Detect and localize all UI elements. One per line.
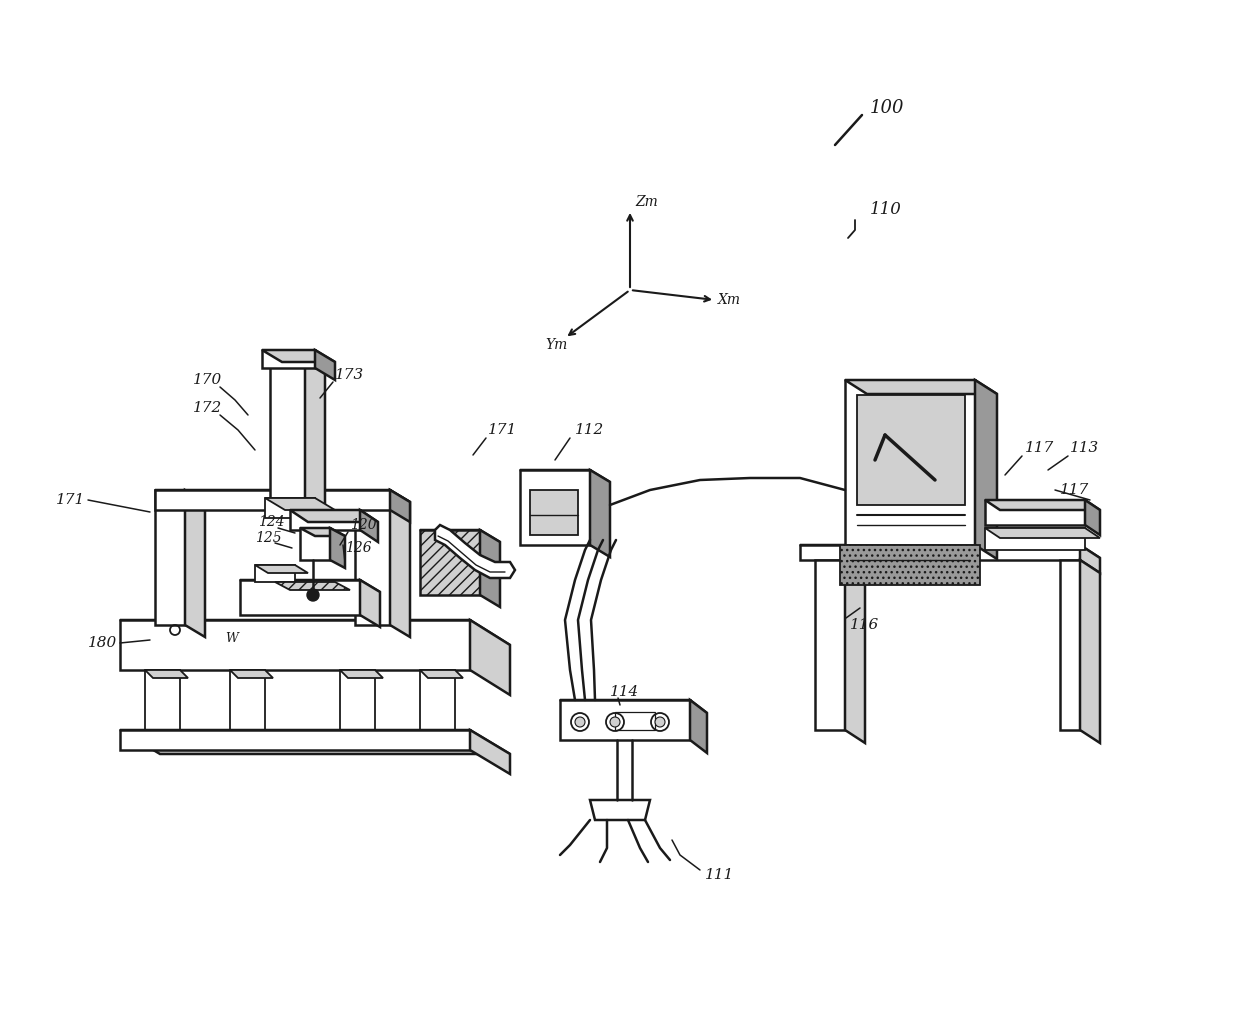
Polygon shape bbox=[155, 490, 391, 510]
Circle shape bbox=[575, 717, 585, 727]
Polygon shape bbox=[857, 395, 965, 505]
Polygon shape bbox=[1080, 560, 1100, 743]
Polygon shape bbox=[420, 530, 480, 595]
Polygon shape bbox=[590, 470, 610, 557]
Circle shape bbox=[308, 589, 319, 601]
Polygon shape bbox=[520, 470, 590, 545]
Polygon shape bbox=[800, 545, 1080, 560]
Polygon shape bbox=[800, 545, 1100, 558]
Polygon shape bbox=[145, 670, 180, 730]
Text: 114: 114 bbox=[610, 685, 640, 699]
Text: 116: 116 bbox=[849, 618, 879, 632]
Polygon shape bbox=[985, 499, 1100, 510]
Polygon shape bbox=[529, 490, 578, 535]
Polygon shape bbox=[340, 670, 374, 730]
Text: 180: 180 bbox=[88, 636, 118, 650]
Polygon shape bbox=[689, 700, 707, 753]
Polygon shape bbox=[120, 730, 470, 750]
Polygon shape bbox=[241, 580, 379, 592]
Text: 173: 173 bbox=[335, 368, 365, 382]
Text: 124: 124 bbox=[258, 515, 285, 529]
Polygon shape bbox=[435, 525, 515, 578]
Polygon shape bbox=[262, 350, 335, 362]
Polygon shape bbox=[120, 620, 510, 645]
Polygon shape bbox=[360, 580, 379, 627]
Text: 171: 171 bbox=[56, 493, 86, 507]
Polygon shape bbox=[290, 510, 378, 522]
Polygon shape bbox=[420, 670, 463, 678]
Polygon shape bbox=[340, 670, 383, 678]
Polygon shape bbox=[420, 530, 500, 542]
Polygon shape bbox=[839, 545, 980, 585]
Polygon shape bbox=[975, 380, 997, 559]
Polygon shape bbox=[391, 490, 410, 522]
Polygon shape bbox=[305, 360, 325, 512]
Polygon shape bbox=[470, 620, 510, 695]
Polygon shape bbox=[155, 490, 410, 502]
Text: 171: 171 bbox=[489, 423, 517, 437]
Polygon shape bbox=[300, 528, 330, 560]
Polygon shape bbox=[1060, 560, 1080, 730]
Polygon shape bbox=[315, 350, 335, 380]
Polygon shape bbox=[120, 620, 470, 670]
Polygon shape bbox=[844, 380, 975, 545]
Polygon shape bbox=[255, 565, 308, 573]
Text: W: W bbox=[224, 632, 238, 645]
Polygon shape bbox=[815, 560, 844, 730]
Polygon shape bbox=[1085, 499, 1100, 535]
Polygon shape bbox=[985, 528, 1085, 550]
Circle shape bbox=[655, 717, 665, 727]
Text: 120: 120 bbox=[350, 518, 377, 533]
Polygon shape bbox=[480, 530, 500, 607]
Text: Ym: Ym bbox=[546, 338, 567, 352]
Polygon shape bbox=[275, 582, 350, 590]
Polygon shape bbox=[360, 510, 378, 542]
Text: 125: 125 bbox=[255, 531, 281, 545]
Text: 100: 100 bbox=[870, 99, 904, 117]
Text: 111: 111 bbox=[706, 868, 734, 882]
Polygon shape bbox=[241, 580, 360, 615]
Polygon shape bbox=[145, 670, 188, 678]
Polygon shape bbox=[844, 560, 866, 743]
Polygon shape bbox=[1080, 545, 1100, 573]
Text: Zm: Zm bbox=[635, 195, 657, 209]
Polygon shape bbox=[985, 528, 1100, 538]
Polygon shape bbox=[590, 800, 650, 820]
Text: 117: 117 bbox=[1060, 483, 1089, 497]
Text: 112: 112 bbox=[575, 423, 604, 437]
Polygon shape bbox=[300, 528, 345, 536]
Text: 113: 113 bbox=[1070, 441, 1099, 455]
Polygon shape bbox=[270, 360, 305, 499]
Polygon shape bbox=[262, 350, 315, 368]
Polygon shape bbox=[420, 670, 455, 730]
Text: 170: 170 bbox=[193, 373, 222, 387]
Polygon shape bbox=[265, 498, 315, 518]
Circle shape bbox=[610, 717, 620, 727]
Polygon shape bbox=[560, 700, 707, 713]
Text: 110: 110 bbox=[870, 201, 901, 219]
Polygon shape bbox=[290, 510, 360, 530]
Polygon shape bbox=[330, 528, 345, 568]
Text: 126: 126 bbox=[345, 541, 372, 555]
Polygon shape bbox=[844, 380, 997, 394]
Polygon shape bbox=[120, 730, 510, 754]
Text: 172: 172 bbox=[193, 401, 222, 415]
Polygon shape bbox=[185, 490, 205, 637]
Polygon shape bbox=[355, 490, 391, 625]
Polygon shape bbox=[265, 498, 335, 510]
Polygon shape bbox=[560, 700, 689, 740]
Polygon shape bbox=[985, 499, 1085, 525]
Bar bbox=[615, 712, 655, 730]
Polygon shape bbox=[155, 490, 185, 625]
Text: 117: 117 bbox=[1025, 441, 1054, 455]
Polygon shape bbox=[520, 470, 610, 482]
Polygon shape bbox=[229, 670, 273, 678]
Polygon shape bbox=[470, 730, 510, 774]
Polygon shape bbox=[255, 565, 295, 582]
Polygon shape bbox=[391, 490, 410, 637]
Polygon shape bbox=[229, 670, 265, 730]
Text: Xm: Xm bbox=[718, 293, 742, 307]
